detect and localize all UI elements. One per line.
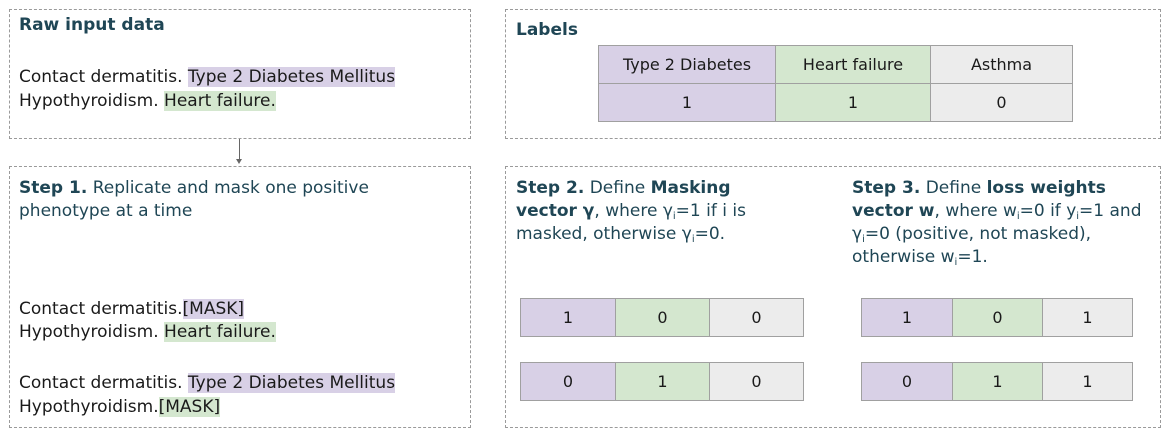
labels-value-t2d: 1: [598, 83, 776, 122]
labels-header-asthma: Asthma: [930, 45, 1073, 84]
steps-2-3-panel: [505, 166, 1161, 428]
step3-sub-i-1: i: [1016, 211, 1020, 222]
step2-v1-cell-2: 0: [615, 298, 710, 337]
raw-input-t2d-highlight: Type 2 Diabetes Mellitus: [187, 67, 396, 87]
step3-v2-cell-3: 1: [1042, 362, 1133, 401]
raw-input-line-1: Contact dermatitis. Type 2 Diabetes Mell…: [19, 66, 396, 88]
step2-line-2: vector γ, where γi=1 if i is: [516, 200, 746, 223]
step3-v1-cell-2: 0: [952, 298, 1043, 337]
raw-input-title: Raw input data: [19, 15, 165, 35]
step1-ex2-t2d-highlight: Type 2 Diabetes Mellitus: [187, 373, 396, 393]
step2-if-masked: =1 if i is: [675, 201, 746, 221]
step1-example1-line-1: Contact dermatitis.[MASK]: [19, 298, 245, 320]
step1-example2-line-1: Contact dermatitis. Type 2 Diabetes Mell…: [19, 372, 396, 394]
step3-eq-one-and: =1 and: [1079, 201, 1142, 221]
step3-weight-vector-2: 0 1 1: [861, 362, 1133, 401]
step3-eq-one: =1.: [957, 247, 988, 267]
step3-title: Step 3.: [852, 178, 921, 198]
step2-eq-zero: =0.: [694, 224, 726, 244]
step1-description-line-1: Step 1. Replicate and mask one positive: [19, 177, 369, 200]
step2-otherwise: masked, otherwise γ: [516, 224, 692, 244]
step1-example1-line-2: Hypothyroidism. Heart failure.: [19, 321, 276, 343]
step2-sub-i-2: i: [691, 234, 695, 245]
step2-title: Step 2.: [516, 178, 585, 198]
step3-sub-i-4: i: [954, 257, 958, 268]
step3-otherwise: otherwise w: [852, 247, 955, 267]
step2-sub-i: i: [672, 211, 676, 222]
labels-value-asthma: 0: [930, 83, 1073, 122]
step2-v2-cell-1: 0: [520, 362, 616, 401]
step2-v1-cell-3: 0: [709, 298, 804, 337]
step1-ex1-text-2: Hypothyroidism.: [19, 322, 159, 342]
step2-mask-vector-2: 0 1 0: [520, 362, 804, 401]
labels-table: Type 2 Diabetes Heart failure Asthma 1 1…: [598, 45, 1073, 122]
step3-sub-i-3: i: [862, 234, 865, 245]
step3-line-4: otherwise wi=1.: [852, 246, 988, 269]
raw-input-panel: [9, 9, 471, 139]
labels-panel: [505, 9, 1161, 139]
step2-where: , where γ: [594, 201, 673, 221]
step1-ex1-hf-highlight: Heart failure.: [164, 322, 276, 342]
step2-line-1: Step 2. Define Masking: [516, 177, 731, 200]
step2-line-3: masked, otherwise γi=0.: [516, 223, 725, 246]
step3-weight-vector-1: 1 0 1: [861, 298, 1133, 337]
step3-where: , where w: [934, 201, 1017, 221]
step2-define: Define: [589, 178, 646, 198]
step2-masking: Masking: [650, 178, 731, 198]
step1-ex2-mask: [MASK]: [158, 397, 221, 417]
step3-define: Define: [925, 178, 982, 198]
step1-ex1-text: Contact dermatitis.: [19, 299, 183, 319]
step1-description-line-2: phenotype at a time: [19, 201, 193, 221]
raw-input-line-2: Hypothyroidism. Heart failure.: [19, 90, 276, 112]
step3-v2-cell-1: 0: [861, 362, 953, 401]
step1-ex2-text-2: Hypothyroidism.: [19, 397, 159, 417]
step3-loss-weights: loss weights: [986, 178, 1106, 198]
step1-panel: [9, 166, 471, 428]
step2-v1-cell-1: 1: [520, 298, 616, 337]
labels-value-hf: 1: [775, 83, 931, 122]
step1-example2-line-2: Hypothyroidism.[MASK]: [19, 396, 221, 418]
labels-header-row: Type 2 Diabetes Heart failure Asthma: [598, 45, 1073, 84]
raw-input-line-1-text: Contact dermatitis.: [19, 67, 183, 87]
flow-arrow-head: [236, 159, 242, 164]
step1-desc-1: Replicate and mask one positive: [92, 178, 369, 198]
step3-positive-not-masked: =0 (positive, not masked),: [864, 224, 1092, 244]
step3-v2-cell-2: 1: [952, 362, 1043, 401]
step2-vector-gamma: vector γ: [516, 201, 595, 221]
step3-line-1: Step 3. Define loss weights: [852, 177, 1106, 200]
step2-v2-cell-3: 0: [709, 362, 804, 401]
step1-ex1-mask: [MASK]: [182, 299, 245, 319]
step3-v1-cell-3: 1: [1042, 298, 1133, 337]
labels-header-t2d: Type 2 Diabetes: [598, 45, 776, 84]
labels-value-row: 1 1 0: [598, 83, 1073, 122]
labels-header-hf: Heart failure: [775, 45, 931, 84]
raw-input-hf-highlight: Heart failure.: [164, 91, 276, 111]
step3-gamma: γ: [852, 224, 863, 244]
step2-v2-cell-2: 1: [615, 362, 710, 401]
step2-mask-vector-1: 1 0 0: [520, 298, 804, 337]
step3-if-y: =0 if y: [1019, 201, 1077, 221]
step1-title: Step 1.: [19, 178, 88, 198]
step3-v1-cell-1: 1: [861, 298, 953, 337]
step1-ex2-text: Contact dermatitis.: [19, 373, 183, 393]
labels-title: Labels: [516, 20, 578, 40]
step3-line-3: γi=0 (positive, not masked),: [852, 223, 1091, 246]
step3-line-2: vector w, where wi=0 if yi=1 and: [852, 200, 1142, 223]
step3-sub-i-2: i: [1076, 211, 1080, 222]
flow-arrow-line: [239, 139, 240, 161]
step3-vector-w: vector w: [852, 201, 935, 221]
raw-input-line-2-text: Hypothyroidism.: [19, 91, 159, 111]
